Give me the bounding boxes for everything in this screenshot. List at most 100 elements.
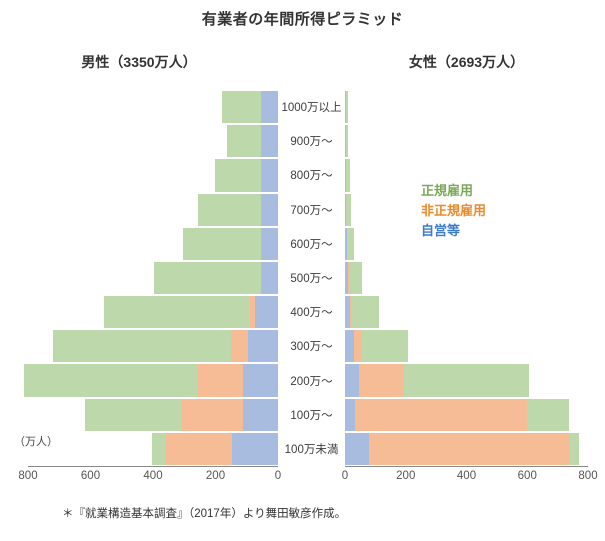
pyramid-row: 700万〜: [0, 193, 605, 227]
category-label: 900万〜: [290, 136, 333, 149]
male-segment-regular: [24, 364, 198, 397]
male-segment-self: [254, 296, 278, 329]
female-segment-nonregular: [348, 261, 349, 295]
male-segment-self: [232, 432, 278, 465]
female-segment-self: [345, 296, 350, 329]
male-segment-nonregular: [180, 398, 243, 431]
male-segment-self: [261, 261, 278, 295]
category-label: 800万〜: [290, 170, 333, 183]
female-segment-self: [345, 227, 347, 260]
source-footnote: ＊『就業構造基本調査』（2017年）より舞田敏彦作成。: [62, 508, 347, 520]
category-label: 600万〜: [290, 238, 333, 251]
female-segment-self: [345, 159, 346, 192]
male-segment-regular: [215, 159, 262, 192]
legend-item-nonregular[interactable]: 非正規雇用: [421, 203, 487, 218]
male-segment-regular: [153, 261, 262, 295]
male-segment-regular: [198, 193, 262, 226]
xtick-left-0: 0: [274, 470, 282, 482]
female-segment-self: [345, 330, 354, 363]
xtick-right-600: 600: [517, 470, 537, 482]
female-segment-nonregular: [349, 296, 353, 329]
female-segment-regular: [346, 193, 352, 226]
pyramid-row: 100万未満: [0, 432, 605, 466]
pyramid-row: 600万〜: [0, 227, 605, 261]
male-segment-regular: [85, 398, 181, 431]
xtick-left-200: 200: [205, 470, 226, 482]
female-segment-regular: [526, 398, 570, 431]
male-axis-line: [28, 466, 278, 467]
category-label: 200万〜: [290, 375, 333, 388]
male-side-heading: 男性（3350万人）: [81, 54, 197, 70]
legend-item-self[interactable]: 自営等: [421, 223, 461, 238]
male-segment-nonregular: [230, 330, 248, 363]
female-segment-self: [345, 261, 349, 295]
axis-unit-label: （万人）: [14, 436, 58, 448]
category-label: 100万〜: [290, 409, 333, 422]
pyramid-row: 1000万以上: [0, 90, 605, 124]
male-segment-self: [261, 159, 278, 192]
pyramid-plot-area: 1000万以上 900万〜 800万〜 700万〜 600万〜 500万〜 400万〜 300…: [0, 90, 605, 466]
female-segment-regular: [569, 432, 580, 465]
female-axis-line: [345, 466, 588, 467]
male-segment-nonregular: [249, 296, 255, 329]
xtick-left-800: 800: [18, 470, 38, 482]
pyramid-row: 900万〜: [0, 124, 605, 158]
pyramid-row: 800万〜: [0, 158, 605, 192]
xtick-right-400: 400: [456, 470, 477, 482]
female-segment-regular: [348, 261, 363, 295]
category-label: 400万〜: [290, 307, 333, 320]
male-segment-regular: [52, 330, 231, 363]
category-label: 300万〜: [290, 341, 333, 354]
female-segment-regular: [361, 330, 409, 363]
pyramid-row: 400万〜: [0, 295, 605, 329]
category-label: 1000万以上: [281, 102, 342, 115]
female-segment-regular: [346, 227, 355, 260]
pyramid-row: 200万〜: [0, 363, 605, 397]
male-segment-self: [243, 398, 278, 431]
male-segment-regular: [104, 296, 250, 329]
category-label: 500万〜: [290, 273, 333, 285]
female-segment-self: [345, 364, 359, 397]
female-segment-self: [345, 398, 356, 431]
male-segment-self: [261, 125, 278, 158]
male-segment-nonregular: [164, 432, 233, 465]
legend-item-regular[interactable]: 正規雇用: [421, 183, 474, 198]
female-segment-self: [345, 193, 347, 226]
female-segment-nonregular: [353, 330, 362, 363]
male-segment-regular: [227, 125, 262, 158]
male-segment-nonregular: [197, 364, 243, 397]
male-segment-self: [248, 330, 278, 363]
female-segment-nonregular: [368, 432, 570, 465]
female-segment-nonregular: [355, 398, 527, 431]
female-segment-regular: [352, 296, 379, 329]
category-label: 700万〜: [290, 204, 333, 217]
female-segment-self: [345, 91, 346, 124]
female-segment-self: [345, 125, 346, 158]
pyramid-row: 300万〜: [0, 329, 605, 363]
female-segment-regular: [345, 125, 349, 158]
male-segment-regular: [222, 91, 262, 124]
female-side-heading: 女性（2693万人）: [408, 54, 525, 70]
female-segment-regular: [345, 159, 350, 192]
male-segment-regular: [152, 432, 165, 465]
pyramid-row: 100万〜: [0, 398, 605, 432]
xtick-left-400: 400: [143, 470, 163, 482]
pyramid-row: 500万〜: [0, 261, 605, 295]
male-segment-self: [261, 193, 278, 226]
xtick-right-800: 800: [578, 470, 598, 482]
female-segment-regular: [404, 364, 529, 397]
chart-legend: 正規雇用非正規雇用自営等: [421, 181, 486, 241]
female-segment-nonregular: [358, 364, 405, 397]
xtick-right-200: 200: [396, 470, 416, 482]
category-label: 100万未満: [284, 443, 339, 456]
male-segment-self: [261, 91, 278, 124]
male-segment-self: [261, 227, 278, 260]
xtick-left-600: 600: [80, 470, 101, 482]
male-segment-self: [243, 364, 278, 397]
xtick-right-0: 0: [341, 470, 349, 482]
female-segment-self: [345, 432, 369, 465]
male-segment-regular: [183, 227, 262, 260]
chart-title: 有業者の年間所得ピラミッド: [201, 11, 404, 28]
female-segment-regular: [345, 91, 349, 124]
